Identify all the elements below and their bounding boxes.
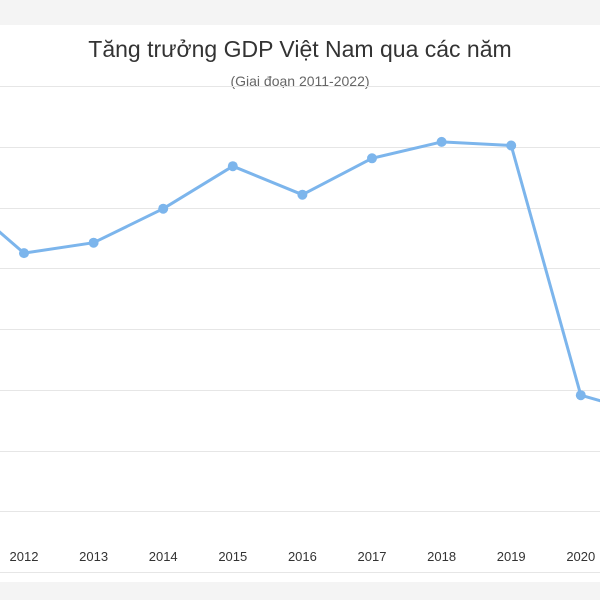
- x-tick-label-2020: 2020: [566, 549, 595, 564]
- chart-title: Tăng trưởng GDP Việt Nam qua các năm: [88, 36, 512, 62]
- line-chart: 2012 2013 2014 2015 2016 2017 2018 2019 2020: [0, 86, 600, 573]
- series-line-layer: [0, 140, 600, 403]
- x-tick-label-2014: 2014: [149, 549, 178, 564]
- x-tick-label-2013: 2013: [79, 549, 108, 564]
- series-line: [0, 140, 600, 403]
- data-point-2017[interactable]: [367, 153, 377, 164]
- x-tick-label-2012: 2012: [10, 549, 39, 564]
- data-point-2012[interactable]: [19, 248, 29, 259]
- grid-lines: [0, 86, 600, 573]
- x-tick-label-2019: 2019: [497, 549, 526, 564]
- x-tick-label-2017: 2017: [358, 549, 387, 564]
- data-point-2019[interactable]: [506, 140, 517, 151]
- data-point-2013[interactable]: [88, 237, 99, 248]
- data-point-2016[interactable]: [297, 189, 308, 200]
- data-point-2020[interactable]: [575, 390, 586, 401]
- chart-subtitle: (Giai đoạn 2011-2022): [230, 73, 370, 89]
- data-point-2018[interactable]: [436, 136, 447, 147]
- x-tick-label-2016: 2016: [288, 549, 317, 564]
- data-points: [19, 136, 586, 401]
- data-point-2014[interactable]: [158, 203, 169, 214]
- data-point-2015[interactable]: [227, 161, 238, 172]
- chart-card: Tăng trưởng GDP Việt Nam qua các năm (Gi…: [0, 25, 600, 582]
- x-axis-labels: 2012 2013 2014 2015 2016 2017 2018 2019 2020: [10, 549, 596, 564]
- x-tick-label-2018: 2018: [427, 549, 456, 564]
- x-tick-label-2015: 2015: [218, 549, 247, 564]
